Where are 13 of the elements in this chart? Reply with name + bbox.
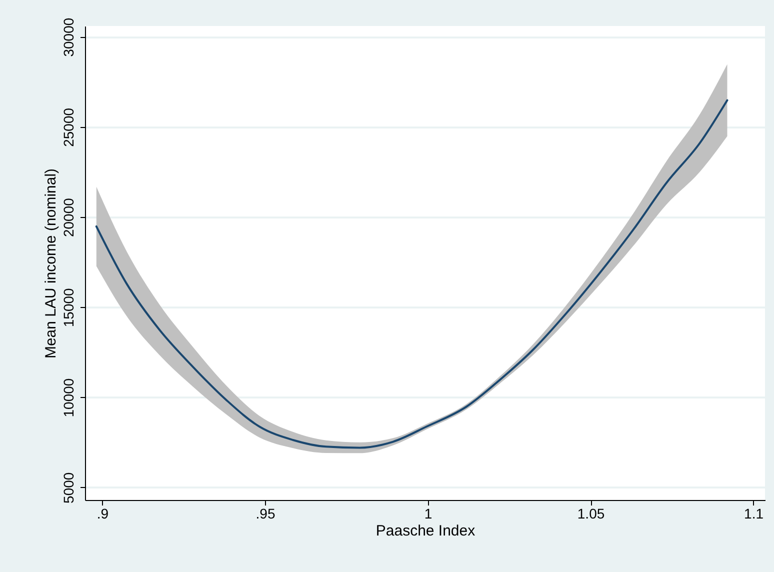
x-tick-label: .9 <box>96 506 109 522</box>
y-tick-label: 15000 <box>60 288 76 328</box>
y-tick-label: 20000 <box>60 198 76 238</box>
y-tick-label: 10000 <box>60 378 76 418</box>
y-tick-label: 5000 <box>60 472 76 504</box>
x-tick-label: 1.05 <box>577 506 605 522</box>
x-tick-label: .95 <box>256 506 276 522</box>
y-axis-title: Mean LAU income (nominal) <box>42 168 60 359</box>
y-tick-label: 30000 <box>60 18 76 57</box>
x-tick-label: 1.1 <box>744 506 764 522</box>
x-tick-label: 1 <box>424 506 432 522</box>
x-axis-title: Paasche Index <box>376 522 476 540</box>
y-tick-label: 25000 <box>60 108 76 147</box>
